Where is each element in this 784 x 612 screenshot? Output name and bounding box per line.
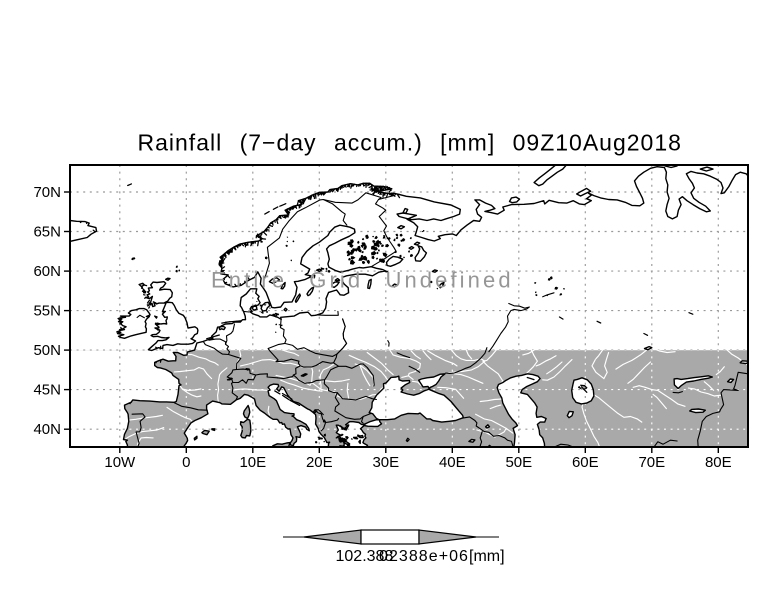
svg-text:102.388: 102.388	[336, 548, 394, 565]
svg-text:30E: 30E	[372, 454, 399, 471]
svg-text:20E: 20E	[306, 454, 333, 471]
svg-text:60E: 60E	[572, 454, 599, 471]
svg-text:0: 0	[182, 454, 190, 471]
svg-text:Rainfall (7−day accum.) [mm] 0: Rainfall (7−day accum.) [mm] 09Z10Aug201…	[138, 130, 682, 156]
svg-text:10E: 10E	[239, 454, 266, 471]
svg-text:Entire Grid Undefined: Entire Grid Undefined	[211, 268, 514, 293]
svg-text:45N: 45N	[33, 382, 61, 399]
svg-text:10W: 10W	[104, 454, 136, 471]
svg-text:[mm]: [mm]	[469, 548, 505, 565]
svg-text:65N: 65N	[33, 224, 61, 241]
svg-text:80E: 80E	[705, 454, 732, 471]
svg-text:70N: 70N	[33, 184, 61, 201]
svg-text:70E: 70E	[638, 454, 665, 471]
svg-text:60N: 60N	[33, 263, 61, 280]
svg-text:40N: 40N	[33, 421, 61, 438]
svg-text:02388e+06: 02388e+06	[379, 548, 469, 565]
svg-text:55N: 55N	[33, 303, 61, 320]
svg-text:40E: 40E	[439, 454, 466, 471]
svg-text:50E: 50E	[505, 454, 532, 471]
svg-text:50N: 50N	[33, 342, 61, 359]
